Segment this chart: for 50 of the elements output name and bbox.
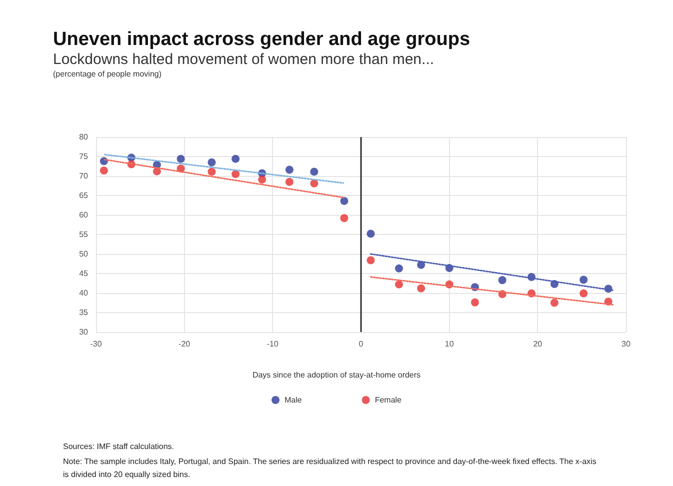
x-tick-label: 30	[622, 340, 631, 348]
point	[310, 168, 318, 176]
y-tick-label: 35	[79, 308, 89, 317]
point	[417, 284, 426, 292]
point	[470, 298, 479, 306]
chart-subtitle: Lockdowns halted movement of women more than men...	[53, 51, 434, 68]
y-tick-label: 70	[79, 172, 89, 180]
x-tick-label: -30	[90, 340, 102, 348]
source-note: Sources: IMF staff calculations.	[63, 442, 174, 451]
x-tick-label: -20	[178, 340, 191, 348]
point	[208, 168, 216, 176]
point	[232, 170, 240, 178]
point	[340, 214, 348, 222]
y-tick-label: 30	[79, 328, 89, 336]
point	[208, 158, 216, 166]
point	[366, 256, 375, 264]
point	[498, 276, 506, 284]
y-tick-label: 40	[79, 288, 89, 298]
chart-title: Uneven impact across gender and age groups	[53, 29, 470, 50]
y-tick-label: 80	[79, 132, 89, 142]
point	[100, 166, 108, 175]
y-tick-label: 45	[79, 269, 89, 278]
x-tick-label: -10	[266, 340, 279, 348]
x-tick-label: 10	[444, 340, 454, 348]
legend-label: Female	[374, 396, 402, 404]
y-tick-label: 60	[79, 210, 89, 220]
point	[550, 298, 558, 307]
point	[285, 166, 294, 174]
x-tick-label: 0	[358, 340, 364, 348]
y-tick-label: 65	[79, 191, 89, 200]
text: (percentage of people moving)	[53, 70, 162, 78]
text: Note: The sample includes Italy, Portugal, and Spain. The series are residualized with respect to province and day-of-the-week fixed effects. The x-axis is divided into 20 equally sized bins.	[63, 457, 599, 479]
point	[417, 260, 426, 269]
point	[394, 280, 403, 288]
x-axis-title: Days since the adoption of stay-at-home orders	[252, 370, 421, 380]
y-tick-label: 55	[79, 230, 89, 239]
point	[394, 264, 403, 272]
x-tick-label: 20	[533, 340, 543, 348]
y-tick-label: 50	[79, 250, 89, 258]
point	[340, 196, 348, 205]
point	[176, 154, 185, 163]
point	[285, 178, 294, 186]
legend-label: Male	[284, 396, 302, 404]
point	[580, 276, 588, 284]
point	[310, 179, 318, 188]
point	[258, 176, 266, 184]
point	[232, 154, 240, 163]
y-tick-label: 75	[79, 152, 89, 161]
point	[366, 230, 375, 238]
point	[580, 289, 588, 298]
